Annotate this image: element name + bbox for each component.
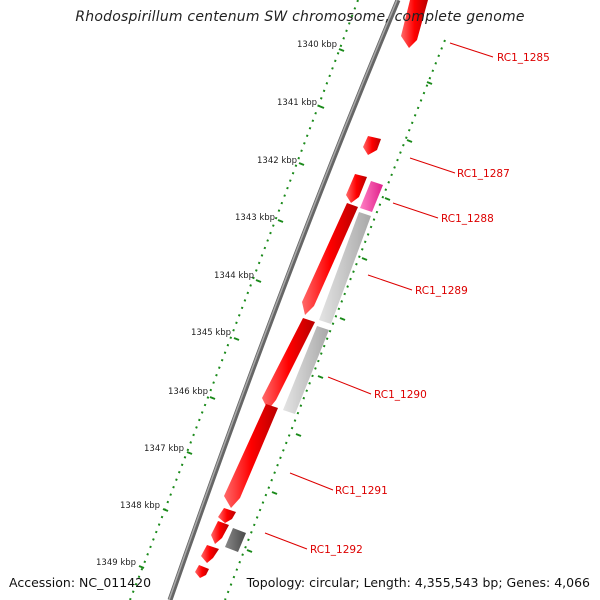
gene-small-2[interactable] xyxy=(211,521,229,544)
kbp-label: 1344 kbp xyxy=(214,271,254,281)
kbp-label: 1345 kbp xyxy=(191,328,231,338)
gene-rc1-1291-forward[interactable] xyxy=(224,404,278,508)
kbp-label: 1341 kbp xyxy=(277,98,317,108)
kbp-label: 1342 kbp xyxy=(257,156,297,166)
gene-rc1-1288[interactable] xyxy=(360,181,383,212)
inner-ruler-dots xyxy=(224,39,446,600)
gene-forward-small[interactable] xyxy=(346,174,367,203)
kbp-label: 1348 kbp xyxy=(120,501,160,511)
gene-rc1-1290-forward[interactable] xyxy=(262,318,315,410)
kbp-labels: 1340 kbp 1341 kbp 1342 kbp 1343 kbp 1344… xyxy=(96,40,337,568)
kbp-label: 1340 kbp xyxy=(297,40,337,50)
gene-rc1-1292[interactable] xyxy=(225,528,246,552)
kbp-label: 1349 kbp xyxy=(96,558,136,568)
map-title: Rhodospirillum centenum SW chromosome, c… xyxy=(75,9,525,25)
chromosome-backbone-highlight xyxy=(168,0,398,600)
gene-rc1-1285[interactable] xyxy=(401,0,428,48)
gene-small-4[interactable] xyxy=(195,565,209,578)
gene-rc1-1289-grey[interactable] xyxy=(319,212,371,324)
inner-tick-marks xyxy=(246,81,433,553)
gene-rc1-1287[interactable] xyxy=(363,136,381,155)
gene-label[interactable]: RC1_1291 xyxy=(335,485,388,497)
gene-label[interactable]: RC1_1287 xyxy=(457,168,510,180)
gene-label[interactable]: RC1_1292 xyxy=(310,544,363,556)
kbp-label: 1347 kbp xyxy=(144,444,184,454)
gene-rc1-1289-forward[interactable] xyxy=(302,203,358,315)
gene-label[interactable]: RC1_1285 xyxy=(497,52,550,64)
topology-text: Topology: circular; Length: 4,355,543 bp… xyxy=(246,575,590,590)
outer-ruler-dots xyxy=(129,0,359,600)
kbp-label: 1346 kbp xyxy=(168,387,208,397)
gene-labels: RC1_1285 RC1_1287 RC1_1288 RC1_1289 RC1_… xyxy=(310,52,550,556)
gene-features xyxy=(195,0,428,578)
leader-lines xyxy=(264,42,494,550)
gene-label[interactable]: RC1_1289 xyxy=(415,285,468,297)
gene-small-3[interactable] xyxy=(201,545,219,563)
accession-text: Accession: NC_011420 xyxy=(9,575,152,590)
gene-small-1[interactable] xyxy=(218,508,236,523)
gene-label[interactable]: RC1_1290 xyxy=(374,389,427,401)
gene-label[interactable]: RC1_1288 xyxy=(441,213,494,225)
gene-rc1-1290-grey[interactable] xyxy=(283,326,329,414)
tick-marks xyxy=(138,48,345,569)
chromosome-backbone xyxy=(167,0,401,600)
kbp-label: 1343 kbp xyxy=(235,213,275,223)
